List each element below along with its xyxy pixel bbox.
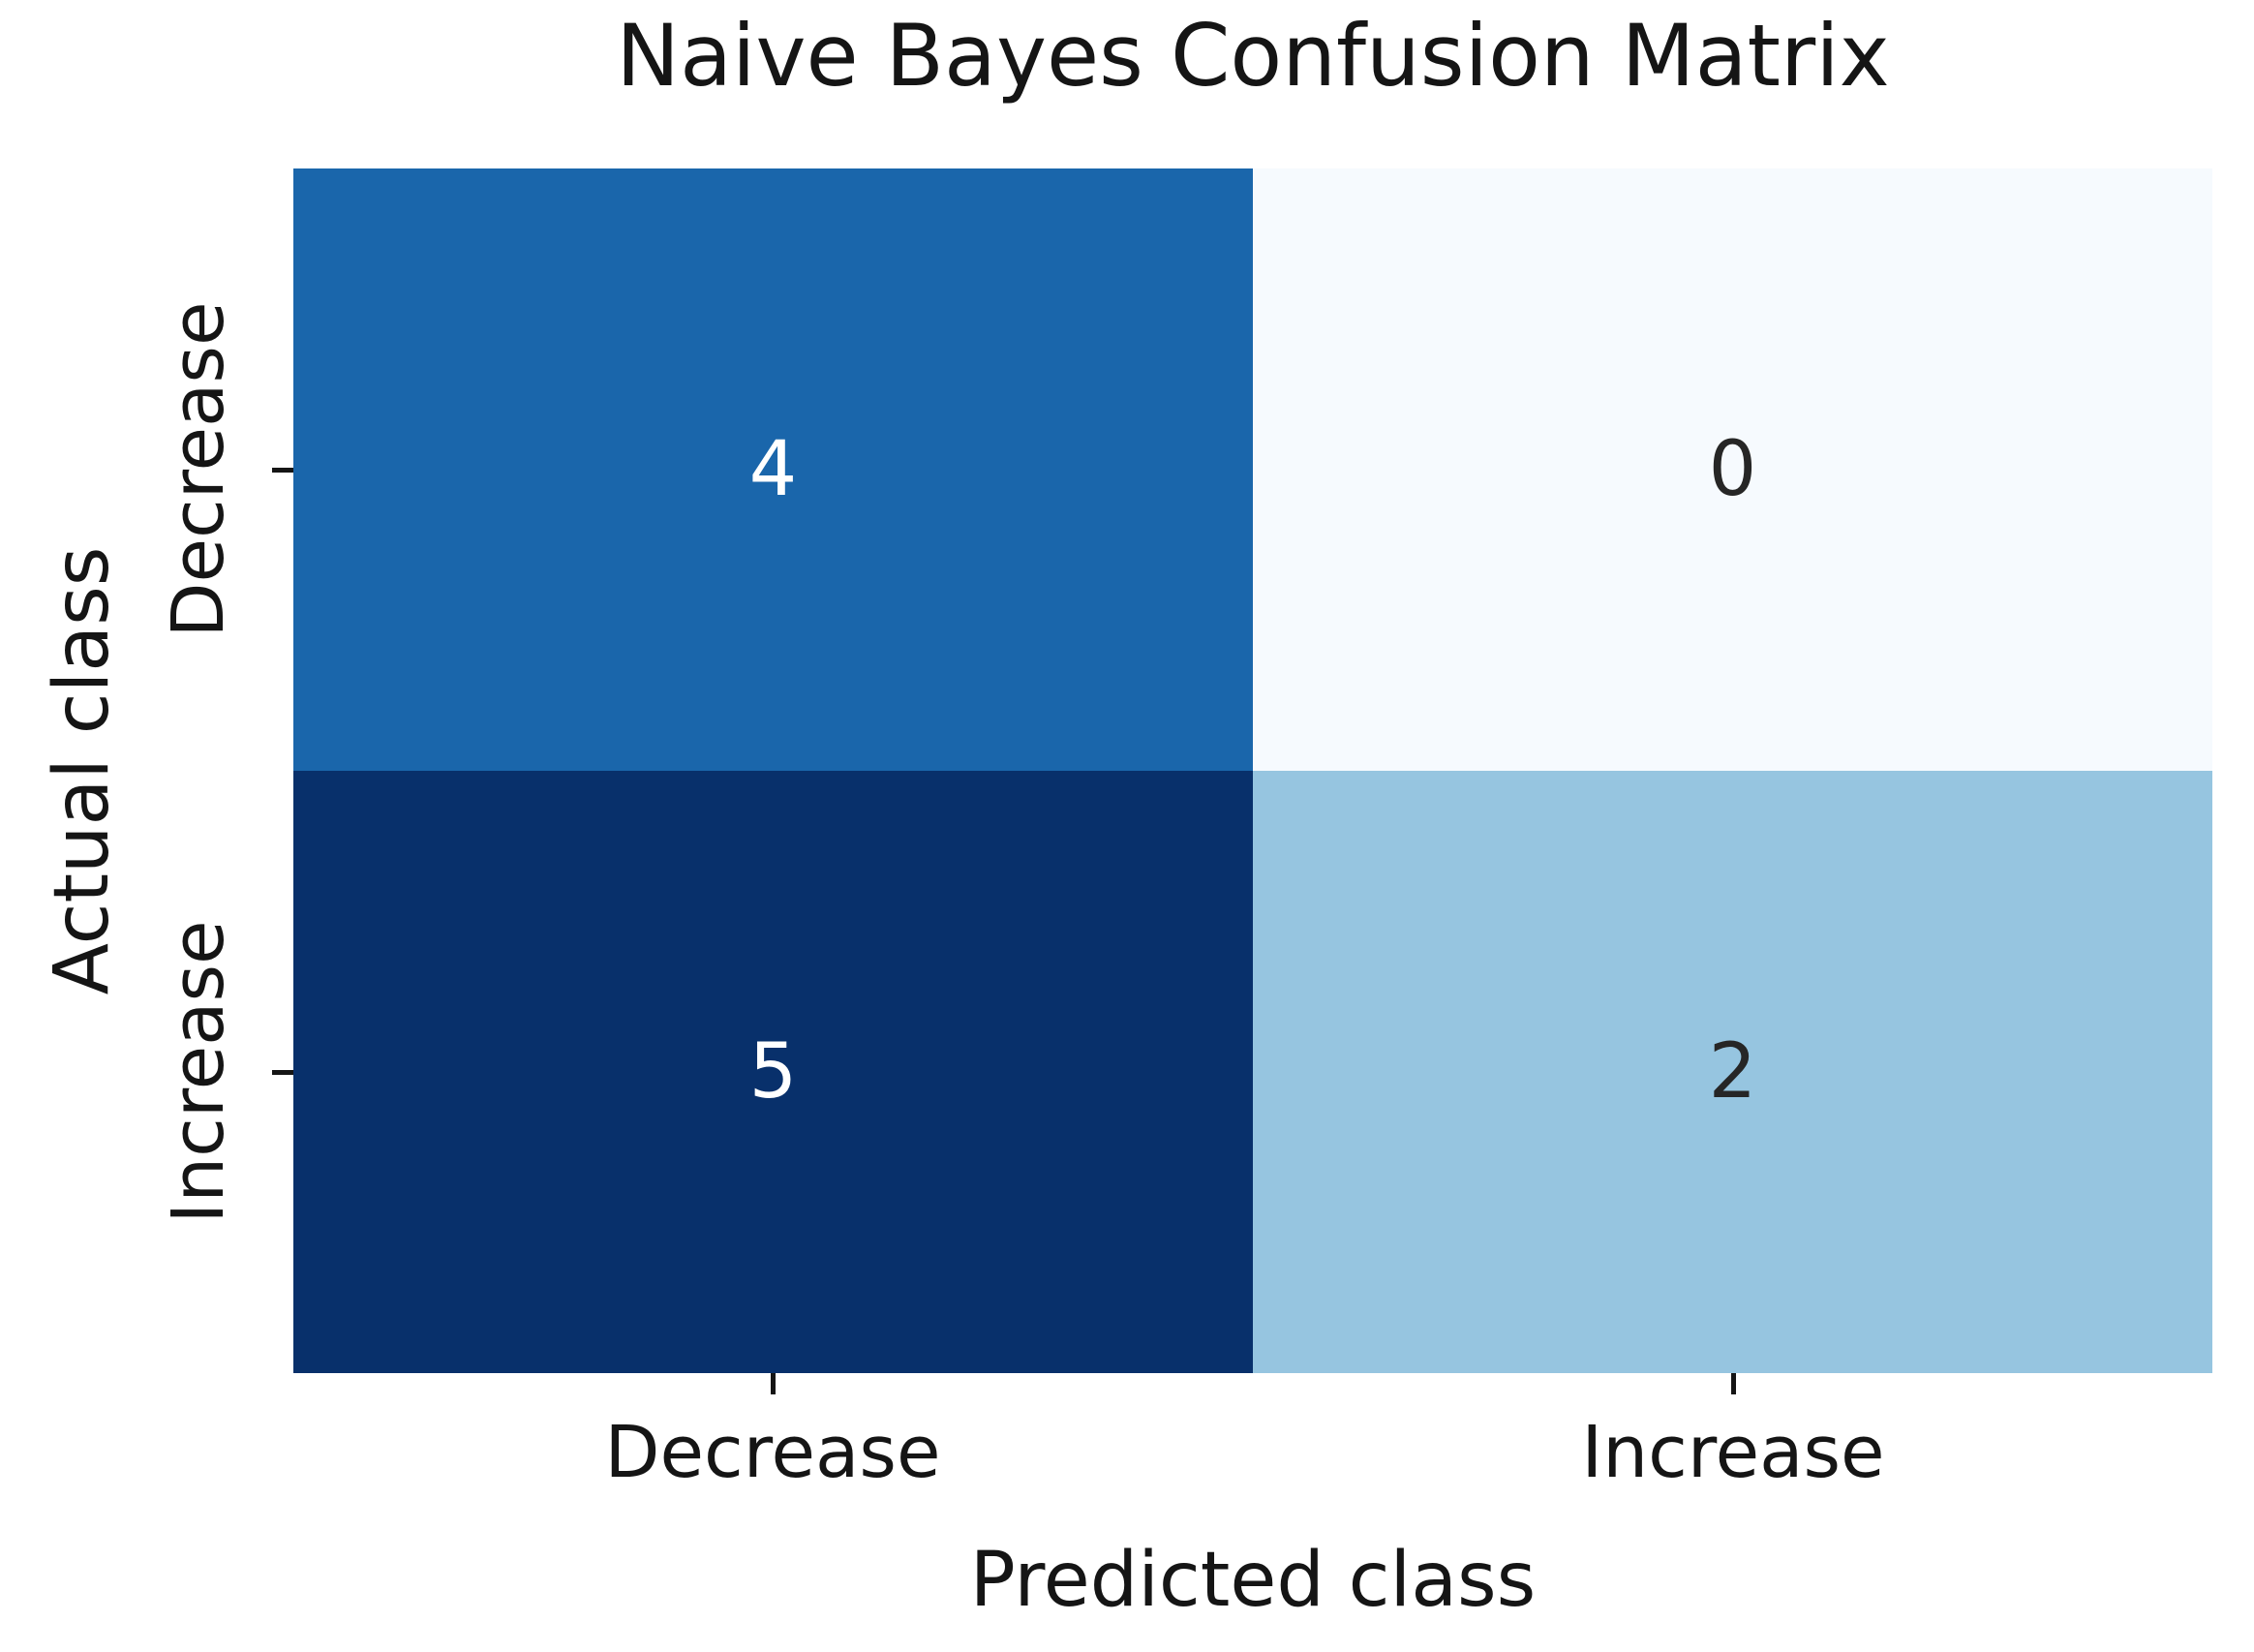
y-axis-tick-increase [272,1070,293,1075]
y-axis-label: Actual class [39,546,126,995]
matrix-cell-actual-decrease-pred-decrease: 4 [293,168,1253,771]
matrix-cell-actual-decrease-pred-increase: 0 [1253,168,2212,771]
cell-value: 2 [1708,1028,1757,1116]
y-tick-label-decrease: Decrease [157,301,240,638]
x-axis-tick-decrease [771,1373,776,1394]
cell-value: 4 [748,426,798,513]
y-tick-label-increase: Increase [157,920,240,1224]
x-tick-label-increase: Increase [1581,1411,1885,1494]
heatmap-plot-area: 4 0 5 2 [293,168,2212,1373]
matrix-cell-actual-increase-pred-decrease: 5 [293,771,1253,1373]
cell-value: 0 [1708,426,1757,513]
y-axis-tick-decrease [272,468,293,473]
x-tick-label-decrease: Decrease [604,1411,941,1494]
x-axis-tick-increase [1731,1373,1736,1394]
chart-title: Naive Bayes Confusion Matrix [616,6,1890,106]
cell-value: 5 [748,1028,798,1116]
matrix-cell-actual-increase-pred-increase: 2 [1253,771,2212,1373]
x-axis-label: Predicted class [969,1537,1537,1624]
